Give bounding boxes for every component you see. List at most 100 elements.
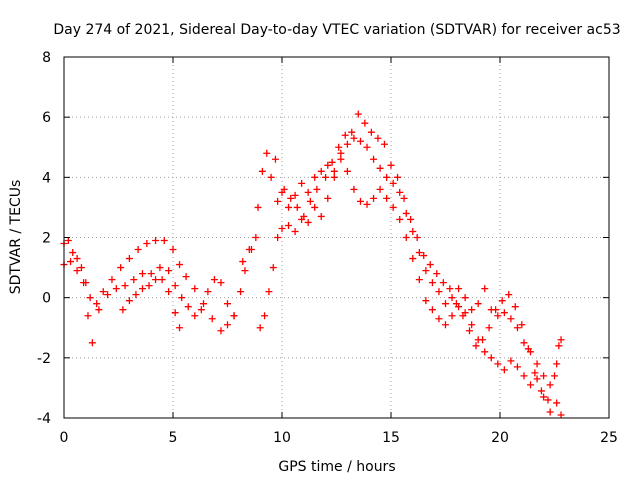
data-point bbox=[217, 279, 225, 287]
data-point bbox=[130, 276, 138, 284]
data-point bbox=[237, 288, 245, 296]
data-point bbox=[396, 215, 404, 223]
data-points bbox=[60, 110, 565, 419]
data-point bbox=[367, 128, 375, 136]
y-tick-label: 2 bbox=[42, 231, 51, 247]
data-point bbox=[461, 309, 469, 317]
data-point bbox=[389, 203, 397, 211]
data-point bbox=[317, 167, 325, 175]
data-point bbox=[184, 303, 192, 311]
data-point bbox=[328, 158, 336, 166]
data-point bbox=[241, 267, 249, 275]
data-point bbox=[343, 140, 351, 148]
data-point bbox=[498, 297, 506, 305]
data-point bbox=[200, 300, 208, 308]
data-point bbox=[274, 234, 282, 241]
data-point bbox=[468, 321, 476, 329]
data-point bbox=[165, 288, 173, 296]
data-point bbox=[138, 285, 146, 293]
y-tick-label: -2 bbox=[37, 351, 51, 367]
data-point bbox=[435, 315, 443, 323]
data-point bbox=[363, 143, 371, 151]
series-track-a bbox=[60, 110, 563, 404]
data-point bbox=[407, 215, 415, 223]
data-point bbox=[350, 134, 358, 142]
data-point bbox=[271, 155, 279, 163]
data-point bbox=[518, 321, 526, 329]
data-point bbox=[256, 324, 264, 332]
data-point bbox=[433, 270, 441, 278]
data-point bbox=[77, 264, 85, 272]
data-point bbox=[64, 237, 72, 245]
data-point bbox=[169, 246, 177, 254]
data-point bbox=[527, 381, 535, 389]
data-point bbox=[152, 276, 160, 284]
data-point bbox=[119, 306, 127, 314]
data-point bbox=[80, 279, 88, 287]
data-point bbox=[409, 227, 417, 235]
y-tick-label: 4 bbox=[42, 170, 51, 186]
data-point bbox=[95, 306, 103, 314]
data-point bbox=[540, 393, 548, 401]
data-point bbox=[540, 372, 548, 380]
data-point bbox=[335, 143, 343, 151]
data-point bbox=[557, 336, 565, 344]
data-point bbox=[278, 224, 286, 232]
data-point bbox=[121, 282, 129, 290]
data-point bbox=[442, 321, 449, 329]
data-point bbox=[132, 291, 140, 299]
data-point bbox=[415, 276, 423, 284]
data-point bbox=[422, 267, 430, 275]
data-point bbox=[513, 324, 521, 332]
data-point bbox=[160, 237, 168, 245]
data-point bbox=[537, 387, 545, 395]
data-point bbox=[147, 270, 155, 278]
data-point bbox=[108, 276, 116, 284]
data-point bbox=[428, 279, 436, 287]
data-point bbox=[165, 267, 173, 275]
data-point bbox=[145, 282, 153, 290]
data-point bbox=[533, 360, 541, 368]
data-point bbox=[298, 179, 306, 187]
data-point bbox=[182, 273, 190, 281]
data-point bbox=[472, 342, 480, 350]
data-point bbox=[513, 363, 521, 371]
data-point bbox=[376, 185, 384, 193]
data-point bbox=[435, 288, 443, 296]
data-point bbox=[474, 300, 482, 308]
data-point bbox=[520, 339, 528, 347]
data-point bbox=[348, 128, 356, 136]
x-tick-label: 25 bbox=[600, 430, 618, 446]
data-point bbox=[269, 264, 277, 272]
data-point bbox=[350, 185, 358, 193]
data-point bbox=[507, 315, 515, 323]
data-point bbox=[274, 197, 282, 205]
data-point bbox=[337, 149, 345, 157]
data-point bbox=[380, 140, 388, 148]
data-point bbox=[428, 306, 436, 314]
data-point bbox=[208, 315, 216, 323]
data-point bbox=[112, 285, 120, 293]
data-point bbox=[322, 173, 330, 181]
data-point bbox=[481, 285, 489, 293]
data-point bbox=[176, 261, 184, 269]
data-point bbox=[224, 321, 231, 329]
y-tick-label: 0 bbox=[42, 291, 51, 307]
data-point bbox=[487, 354, 495, 362]
data-point bbox=[73, 255, 81, 263]
data-point bbox=[337, 155, 345, 163]
data-point bbox=[67, 258, 75, 266]
data-point bbox=[291, 191, 299, 199]
data-point bbox=[422, 297, 430, 305]
data-point bbox=[442, 300, 449, 308]
data-point bbox=[481, 348, 489, 356]
data-point bbox=[400, 194, 408, 202]
axis-ticks bbox=[63, 56, 610, 419]
data-point bbox=[551, 372, 558, 380]
data-point bbox=[152, 237, 160, 245]
data-point bbox=[500, 366, 508, 374]
data-point bbox=[370, 155, 378, 163]
chart-title: Day 274 of 2021, Sidereal Day-to-day VTE… bbox=[53, 22, 620, 38]
data-point bbox=[387, 161, 395, 169]
